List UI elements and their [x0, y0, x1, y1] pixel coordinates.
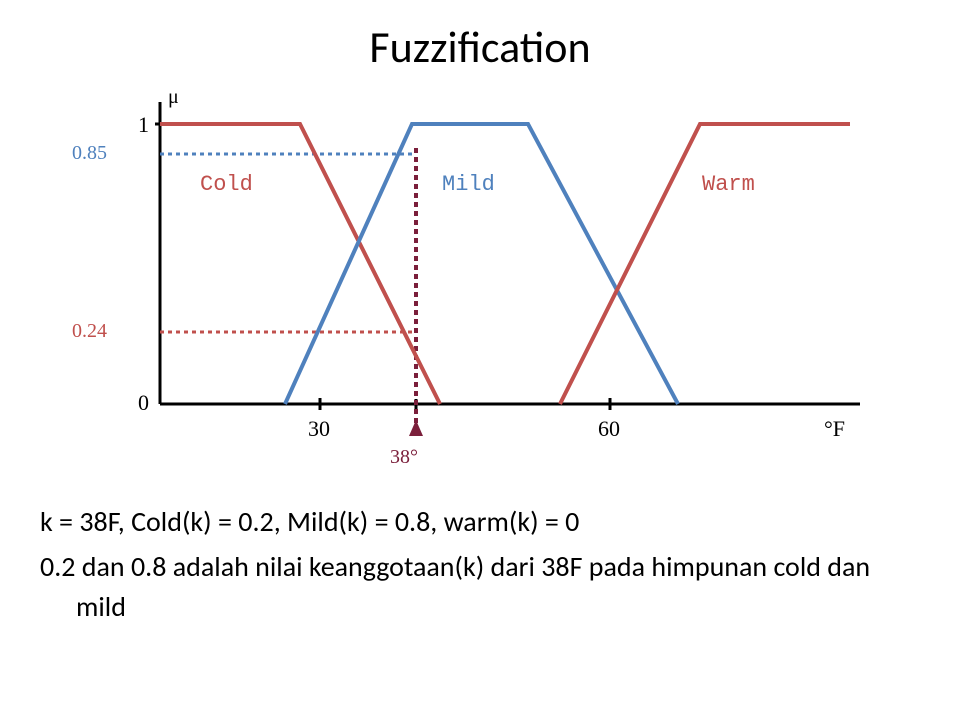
page-title: Fuzzification	[40, 20, 920, 74]
caption-line-2: 0.2 dan 0.8 adalah nilai keanggotaan(k) …	[40, 547, 920, 628]
caption-block: k = 38F, Cold(k) = 0.2, Mild(k) = 0.8, w…	[40, 502, 920, 628]
series-label-cold: Cold	[200, 172, 253, 197]
xtick-60: 60	[598, 416, 620, 442]
series-label-warm: Warm	[702, 172, 755, 197]
fuzzification-chart: μ 1 0 0.85 0.24 30 60 °F 38° Cold Mild W…	[60, 84, 880, 484]
series-label-mild: Mild	[442, 172, 495, 197]
chart-svg	[60, 84, 880, 484]
xtick-30: 30	[308, 416, 330, 442]
x-axis-label: °F	[824, 416, 845, 442]
caption-line-1: k = 38F, Cold(k) = 0.2, Mild(k) = 0.8, w…	[40, 502, 920, 543]
input-x-label: 38°	[390, 446, 418, 469]
